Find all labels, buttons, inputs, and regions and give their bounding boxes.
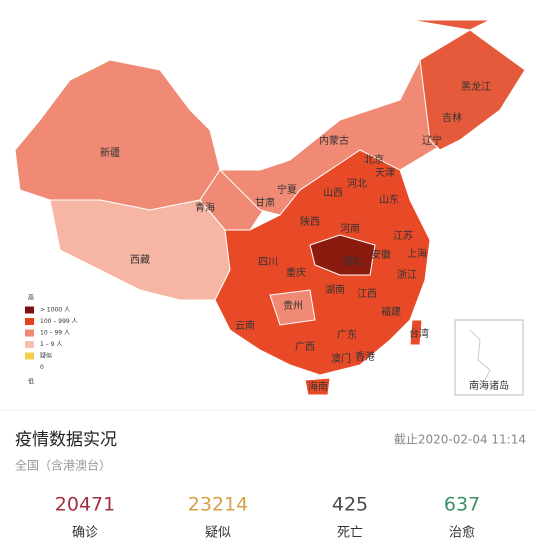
inset-box — [454, 319, 524, 396]
province-label: 云南 — [235, 319, 255, 332]
panel-title: 疫情数据实况 — [15, 430, 117, 450]
province-label: 宁夏 — [277, 183, 297, 196]
legend-label: 100 – 999 人 — [40, 318, 78, 325]
timestamp: 截止2020-02-04 11:14 — [394, 433, 526, 447]
province-label: 海南 — [308, 380, 328, 393]
legend-label: 10 – 99 人 — [40, 330, 70, 337]
legend-swatch — [25, 352, 34, 360]
province-label: 香港 — [355, 351, 375, 363]
region — [409, 19, 526, 151]
province-label: 辽宁 — [422, 134, 442, 147]
region — [409, 319, 423, 346]
province-label: 吉林 — [442, 111, 462, 124]
legend-swatch — [25, 341, 34, 348]
province-label: 安徽 — [371, 248, 391, 261]
province-label: 甘肃 — [255, 196, 275, 209]
region — [269, 289, 316, 326]
stat-label: 确诊 — [72, 526, 98, 541]
stat-label: 疑似 — [205, 525, 231, 541]
province-label: 湖北 — [342, 256, 362, 268]
province-label: 贵州 — [283, 299, 303, 312]
province-label: 山东 — [379, 193, 399, 206]
province-label: 浙江 — [397, 269, 417, 281]
province-label: 西藏 — [130, 254, 150, 266]
province-label: 新疆 — [100, 146, 120, 159]
region — [304, 377, 331, 396]
province-label: 上海 — [407, 247, 427, 260]
stat-value: 20471 — [55, 494, 115, 516]
province-label: 内蒙古 — [319, 134, 349, 147]
province-label: 河南 — [340, 222, 360, 235]
stat-value: 23214 — [188, 494, 248, 516]
legend-swatch — [25, 329, 34, 337]
province-label: 黑龙江 — [461, 80, 491, 93]
inset-outline — [469, 329, 491, 381]
province-label: 江苏 — [393, 229, 413, 242]
stat-value: 637 — [444, 494, 480, 516]
province-label: 河北 — [347, 178, 367, 190]
province-label: 北京 — [364, 153, 384, 166]
province-label: 江西 — [357, 288, 377, 300]
province-label: 广东 — [337, 328, 357, 341]
province-label: 重庆 — [286, 266, 306, 279]
legend-swatch — [25, 364, 34, 371]
region — [309, 234, 376, 276]
province-label: 湖南 — [325, 283, 345, 296]
legend-label: > 1000 人 — [40, 307, 70, 314]
province-label: 福建 — [381, 305, 401, 318]
legend-label: 0 — [40, 364, 44, 371]
stat-value: 425 — [332, 494, 368, 516]
legend-label: 1 – 9 人 — [40, 341, 62, 348]
scope: 全国（含港澳台） — [15, 458, 111, 473]
province-label: 山西 — [323, 187, 343, 199]
province-label: 四川 — [258, 257, 278, 268]
province-label: 广西 — [295, 341, 315, 353]
province-label: 澳门 — [331, 352, 351, 365]
province-label: 陕西 — [300, 215, 320, 228]
province-label: 青海 — [195, 201, 215, 214]
province-label: 天津 — [375, 167, 395, 179]
stat-label: 治愈 — [449, 526, 475, 541]
legend-label: 疑似 — [40, 352, 52, 360]
legend-high: 高 — [28, 294, 34, 302]
legend-swatch — [25, 318, 34, 325]
legend-low: 低 — [28, 378, 34, 386]
province-label: 台湾 — [409, 327, 429, 340]
stat-label: 死亡 — [337, 526, 363, 541]
inset-label: 南海诸岛 — [469, 379, 509, 392]
legend: 高 低 > 1000 人 100 – 999 人 10 – 99 人 1 – 9 人疑… — [25, 294, 78, 386]
legend-swatch — [25, 306, 34, 314]
